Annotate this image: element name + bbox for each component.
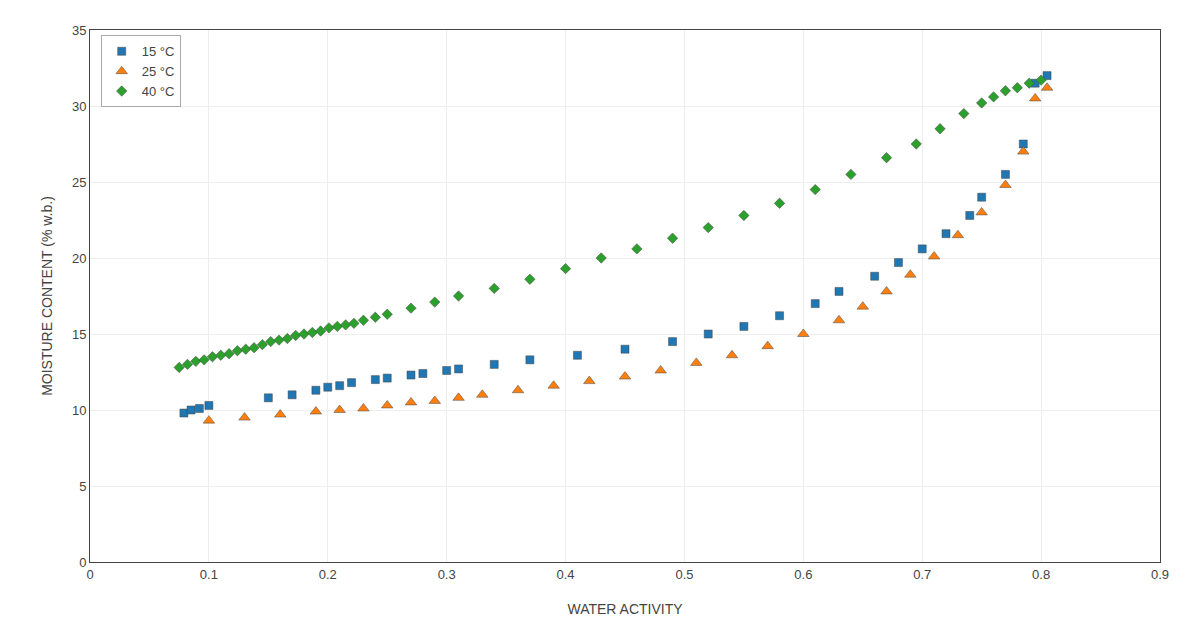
svg-text:0.2: 0.2 [319, 567, 337, 582]
svg-text:WATER ACTIVITY: WATER ACTIVITY [567, 601, 683, 617]
svg-text:0.6: 0.6 [794, 567, 812, 582]
svg-text:30: 30 [72, 99, 86, 114]
svg-text:MOISTURE CONTENT (% w.b.): MOISTURE CONTENT (% w.b.) [39, 196, 55, 396]
svg-text:0.9: 0.9 [1151, 567, 1169, 582]
svg-text:10: 10 [72, 403, 86, 418]
svg-text:0.4: 0.4 [557, 567, 575, 582]
svg-text:20: 20 [72, 251, 86, 266]
svg-text:0.7: 0.7 [913, 567, 931, 582]
svg-text:0.5: 0.5 [675, 567, 693, 582]
svg-text:0: 0 [79, 555, 86, 570]
svg-text:25 °C: 25 °C [142, 64, 175, 79]
svg-text:0.1: 0.1 [200, 567, 218, 582]
svg-text:15: 15 [72, 327, 86, 342]
svg-text:25: 25 [72, 175, 86, 190]
svg-text:35: 35 [72, 23, 86, 38]
svg-text:0.8: 0.8 [1032, 567, 1050, 582]
svg-text:0.3: 0.3 [438, 567, 456, 582]
svg-text:5: 5 [79, 479, 86, 494]
svg-text:40 °C: 40 °C [142, 84, 175, 99]
svg-text:15 °C: 15 °C [142, 44, 175, 59]
svg-text:0: 0 [86, 567, 93, 582]
